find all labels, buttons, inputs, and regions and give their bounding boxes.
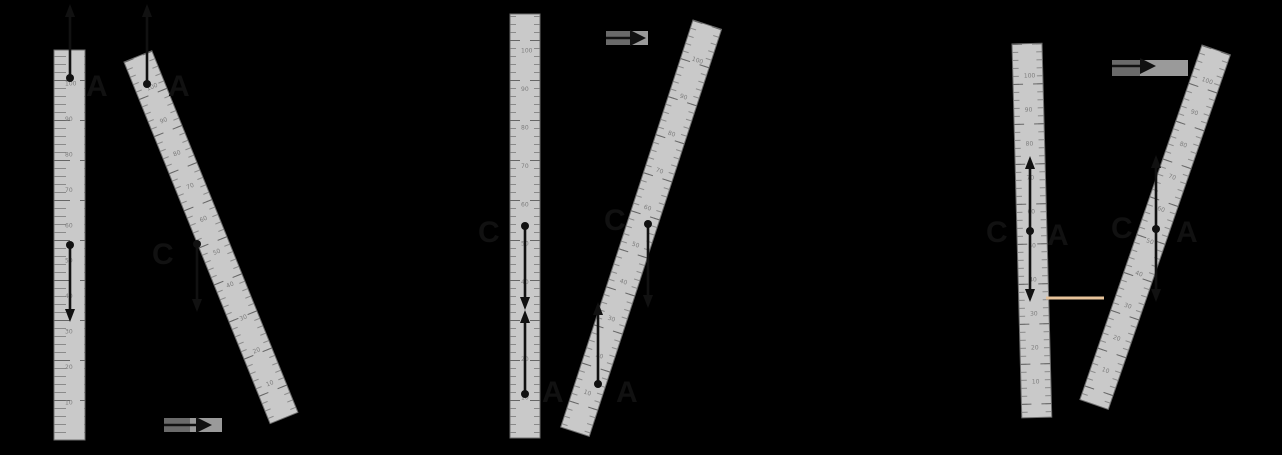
force-arrow-double-3 (1025, 156, 1035, 302)
ruler-number: 20 (595, 352, 605, 361)
ruler-number: 30 (607, 315, 617, 324)
ruler-number: 90 (521, 86, 529, 93)
label-c-3: C (986, 216, 1008, 249)
ruler-number: 20 (1031, 344, 1039, 351)
label-a-2: A (542, 376, 564, 409)
force-arrow-up-a2-tilted (593, 302, 603, 388)
push-arrow-1 (164, 417, 222, 433)
ruler-number: 30 (1123, 302, 1133, 311)
label-c-1-tilted: C (152, 238, 174, 271)
label-c-3-tilted: C (1111, 212, 1133, 245)
force-arrow-up-a2 (520, 310, 530, 398)
ruler-number: 80 (1178, 141, 1188, 150)
ruler-number: 100 (146, 82, 159, 93)
ruler-number: 40 (1029, 276, 1037, 283)
ruler-number: 50 (631, 241, 641, 250)
ruler-number: 90 (1190, 108, 1200, 117)
ruler-number: 80 (1026, 140, 1034, 147)
point-dot (66, 74, 74, 82)
push-arrow-2 (606, 30, 648, 46)
force-arrow-up-a1 (65, 4, 75, 82)
force-arrow-down-c2 (520, 222, 530, 310)
point-dot (521, 222, 529, 230)
ruler-number: 10 (1101, 366, 1111, 375)
ruler-number: 80 (65, 151, 73, 158)
ruler-number: 50 (1145, 237, 1155, 246)
point-dot (143, 80, 151, 88)
ruler-tilted-2: 10 20 30 40 50 60 70 80 90 100 (560, 19, 723, 437)
ruler-number: 100 (65, 80, 77, 87)
ruler-number: 20 (252, 346, 262, 355)
point-dot (1152, 225, 1160, 233)
ruler-number: 10 (1032, 378, 1040, 385)
ruler-number: 10 (265, 379, 275, 388)
ruler-number: 60 (199, 215, 209, 224)
point-dot (1026, 227, 1034, 235)
label-c-2: C (478, 216, 500, 249)
panel-2: 10 20 30 40 50 60 70 80 90 100 10 20 30 40 50 60 70 80 90… (478, 13, 723, 439)
ruler-number: 40 (1134, 269, 1144, 278)
ruler-number: 90 (159, 116, 169, 125)
ruler-number: 10 (583, 389, 593, 398)
ruler-number: 100 (1201, 76, 1214, 86)
point-dot (644, 220, 652, 228)
ruler-number: 80 (667, 130, 677, 139)
ruler-number: 70 (655, 167, 665, 176)
force-arrow-down-c1-tilted (192, 240, 202, 312)
ruler-number: 10 (65, 400, 73, 407)
ruler-number: 70 (185, 182, 195, 191)
point-dot (521, 390, 529, 398)
ruler-number: 100 (521, 48, 533, 55)
ruler-number: 90 (65, 116, 73, 123)
ruler-number: 90 (679, 93, 689, 102)
force-arrow-double-3-tilted (1151, 155, 1161, 302)
force-arrow-up-a1-tilted (142, 4, 152, 88)
ruler-number: 70 (65, 187, 73, 194)
ruler-number: 40 (619, 278, 629, 287)
ruler-number: 100 (691, 56, 704, 66)
ruler-number: 20 (65, 364, 73, 371)
label-a-2-tilted: A (616, 376, 638, 409)
panel-1: 10 20 30 40 50 60 70 80 90 100 10 20 30 40 50 60 70 80 90… (53, 4, 299, 441)
ruler-number: 90 (1025, 106, 1033, 113)
ruler-number: 60 (65, 222, 73, 229)
ruler-number: 60 (643, 204, 653, 213)
ruler-number: 80 (521, 125, 529, 132)
ruler-number: 60 (1027, 208, 1035, 215)
ruler-number: 70 (1167, 173, 1177, 182)
ruler-number: 40 (225, 280, 235, 289)
ruler-number: 60 (1156, 205, 1166, 214)
push-arrow-3 (1112, 58, 1188, 76)
ruler-tilted-1: 10 20 30 40 50 60 70 80 90 100 (123, 50, 299, 425)
point-dot (66, 241, 74, 249)
point-dot (193, 240, 201, 248)
label-a-3-tilted: A (1176, 216, 1198, 249)
ruler-number: 60 (521, 202, 529, 209)
ruler-number: 50 (1028, 242, 1036, 249)
ruler-number: 100 (1024, 72, 1036, 79)
ruler-number: 70 (521, 163, 529, 170)
ruler-number: 50 (212, 248, 222, 257)
force-arrow-down-c2-tilted (643, 220, 653, 308)
force-arrow-down-c1 (65, 241, 75, 322)
ruler-number: 20 (1112, 334, 1122, 343)
ruler-number: 30 (65, 329, 73, 336)
label-a-1-tilted: A (168, 70, 190, 103)
point-dot (594, 380, 602, 388)
ruler-number: 30 (1030, 310, 1038, 317)
label-a-3: A (1047, 219, 1069, 252)
label-a-1: A (86, 70, 108, 103)
ruler-number: 30 (239, 313, 249, 322)
label-c-2-tilted: C (604, 204, 626, 237)
ruler-number: 80 (172, 149, 182, 158)
